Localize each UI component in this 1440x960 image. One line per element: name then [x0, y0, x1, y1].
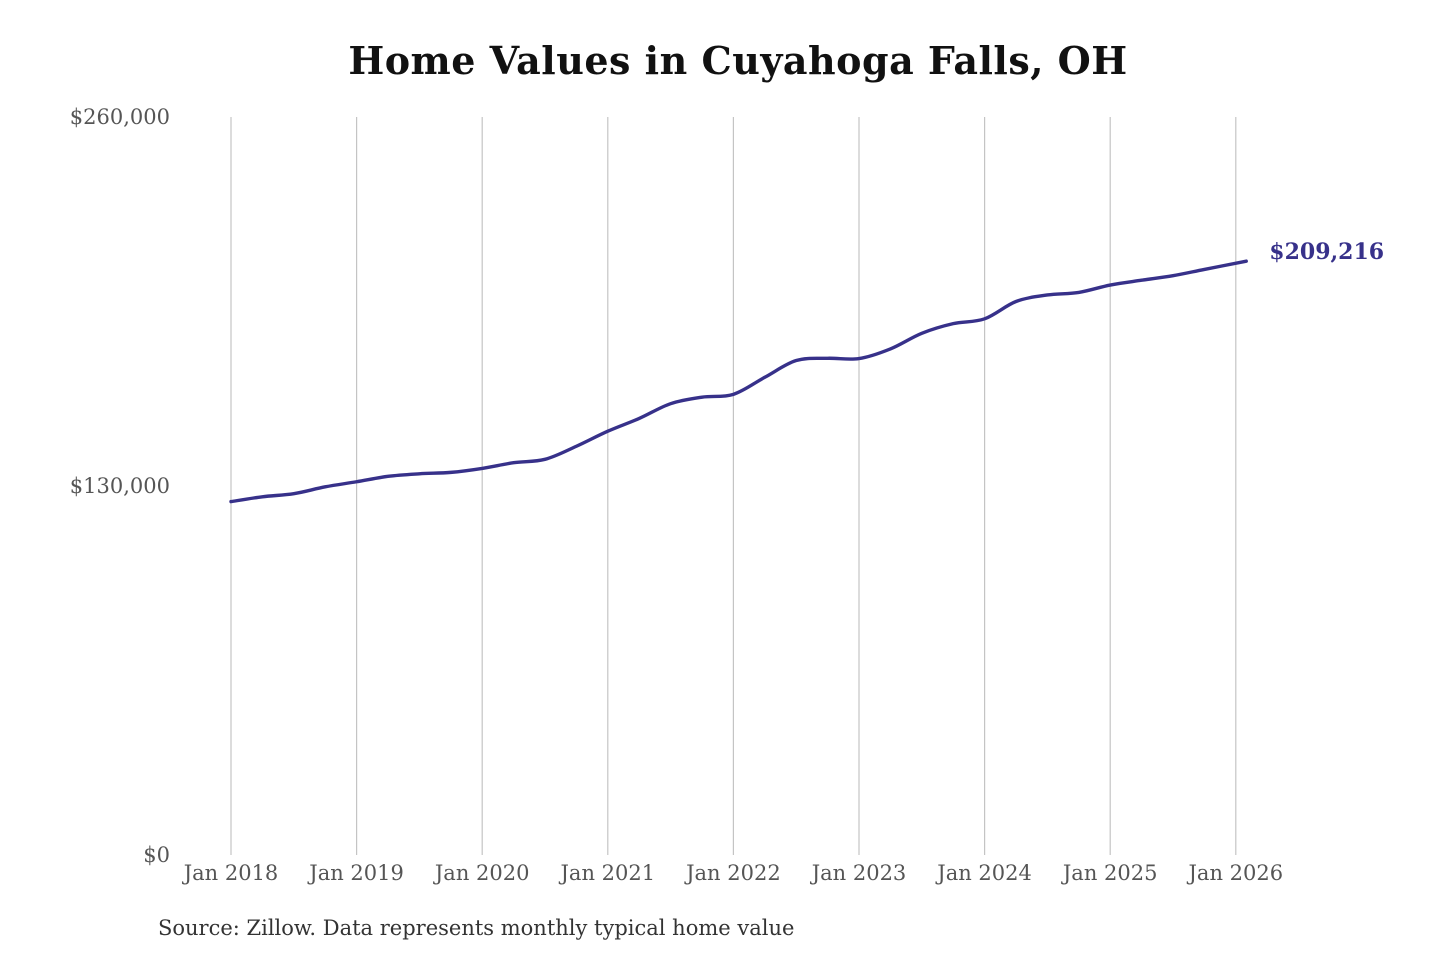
series-group: $209,216 [229, 239, 1384, 504]
x-tick-label: Jan 2021 [559, 861, 656, 885]
x-tick-label: Jan 2022 [684, 861, 781, 885]
series-line [229, 259, 1248, 504]
y-tick-label: $260,000 [70, 105, 170, 129]
chart-title: Home Values in Cuyahoga Falls, OH [348, 38, 1128, 83]
x-tick-label: Jan 2018 [182, 861, 279, 885]
x-axis-tick-labels: Jan 2018 Jan 2019 Jan 2020 Jan 2021 Jan 2022… [182, 861, 1283, 885]
y-tick-label: $130,000 [70, 474, 170, 498]
y-tick-label: $0 [143, 843, 170, 867]
series-end-value-label: $209,216 [1269, 239, 1384, 265]
x-tick-label: Jan 2024 [935, 861, 1032, 885]
x-tick-label: Jan 2025 [1061, 861, 1158, 885]
y-axis-tick-labels: $0 $130,000 $260,000 [70, 105, 170, 867]
x-tick-label: Jan 2026 [1187, 861, 1284, 885]
x-tick-label: Jan 2019 [307, 861, 404, 885]
gridlines [230, 117, 1237, 855]
x-tick-label: Jan 2023 [810, 861, 907, 885]
x-tick-label: Jan 2020 [433, 861, 530, 885]
source-note: Source: Zillow. Data represents monthly … [158, 916, 795, 940]
